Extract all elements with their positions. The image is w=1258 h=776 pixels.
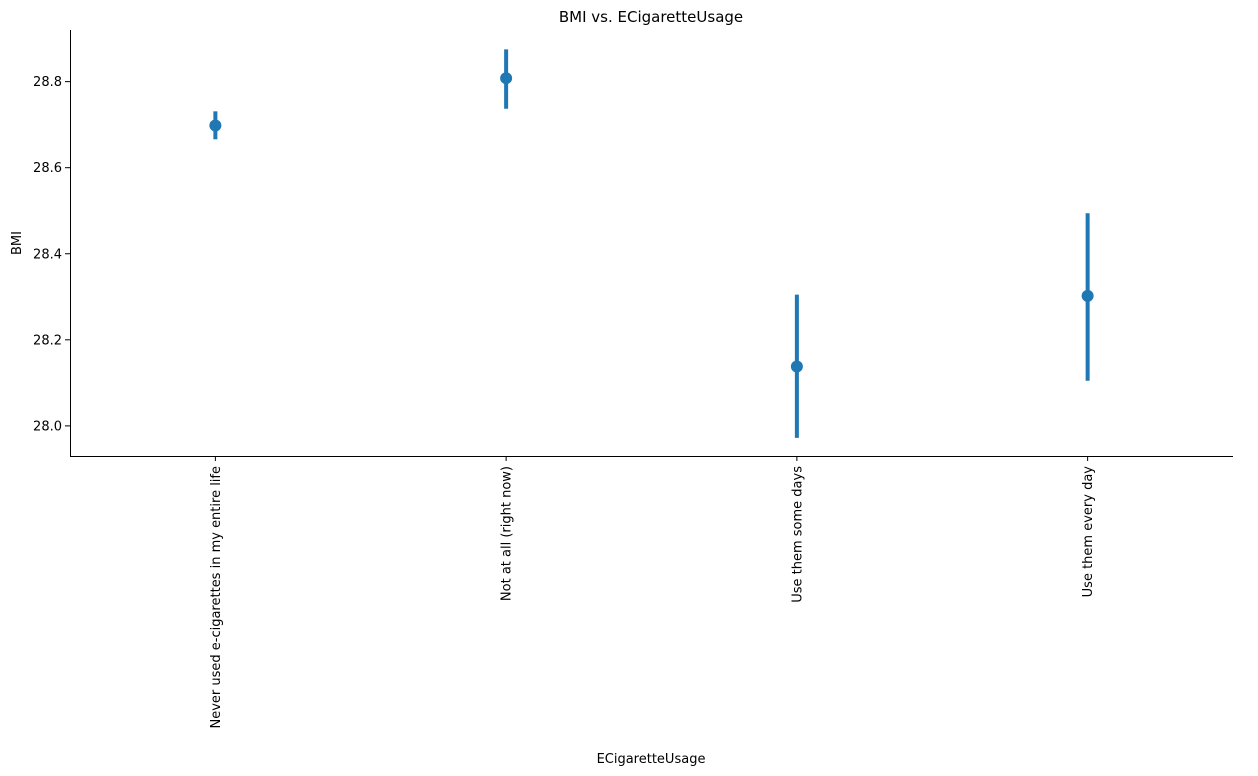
data-marks — [209, 49, 1094, 438]
x-tick-label: Use them every day — [1081, 466, 1096, 598]
x-ticks: Never used e-cigarettes in my entire lif… — [209, 456, 1096, 729]
y-tick-label: 28.4 — [33, 247, 62, 262]
x-tick-label: Not at all (right now) — [500, 466, 515, 601]
y-tick-label: 28.0 — [33, 419, 62, 434]
data-point — [790, 360, 803, 373]
y-ticks: 28.0 28.2 28.4 28.6 28.8 — [33, 75, 70, 434]
data-point — [1081, 289, 1094, 302]
data-point — [209, 119, 222, 132]
x-tick-label: Never used e-cigarettes in my entire lif… — [209, 466, 224, 729]
x-tick-label: Use them some days — [790, 466, 805, 603]
chart-title: BMI vs. ECigaretteUsage — [559, 8, 743, 26]
y-tick-label: 28.8 — [33, 75, 62, 90]
y-axis-title: BMI — [10, 231, 25, 255]
y-tick-label: 28.2 — [33, 333, 62, 348]
data-point — [500, 72, 513, 85]
y-tick-label: 28.6 — [33, 161, 62, 176]
x-axis-title: ECigaretteUsage — [597, 752, 706, 767]
